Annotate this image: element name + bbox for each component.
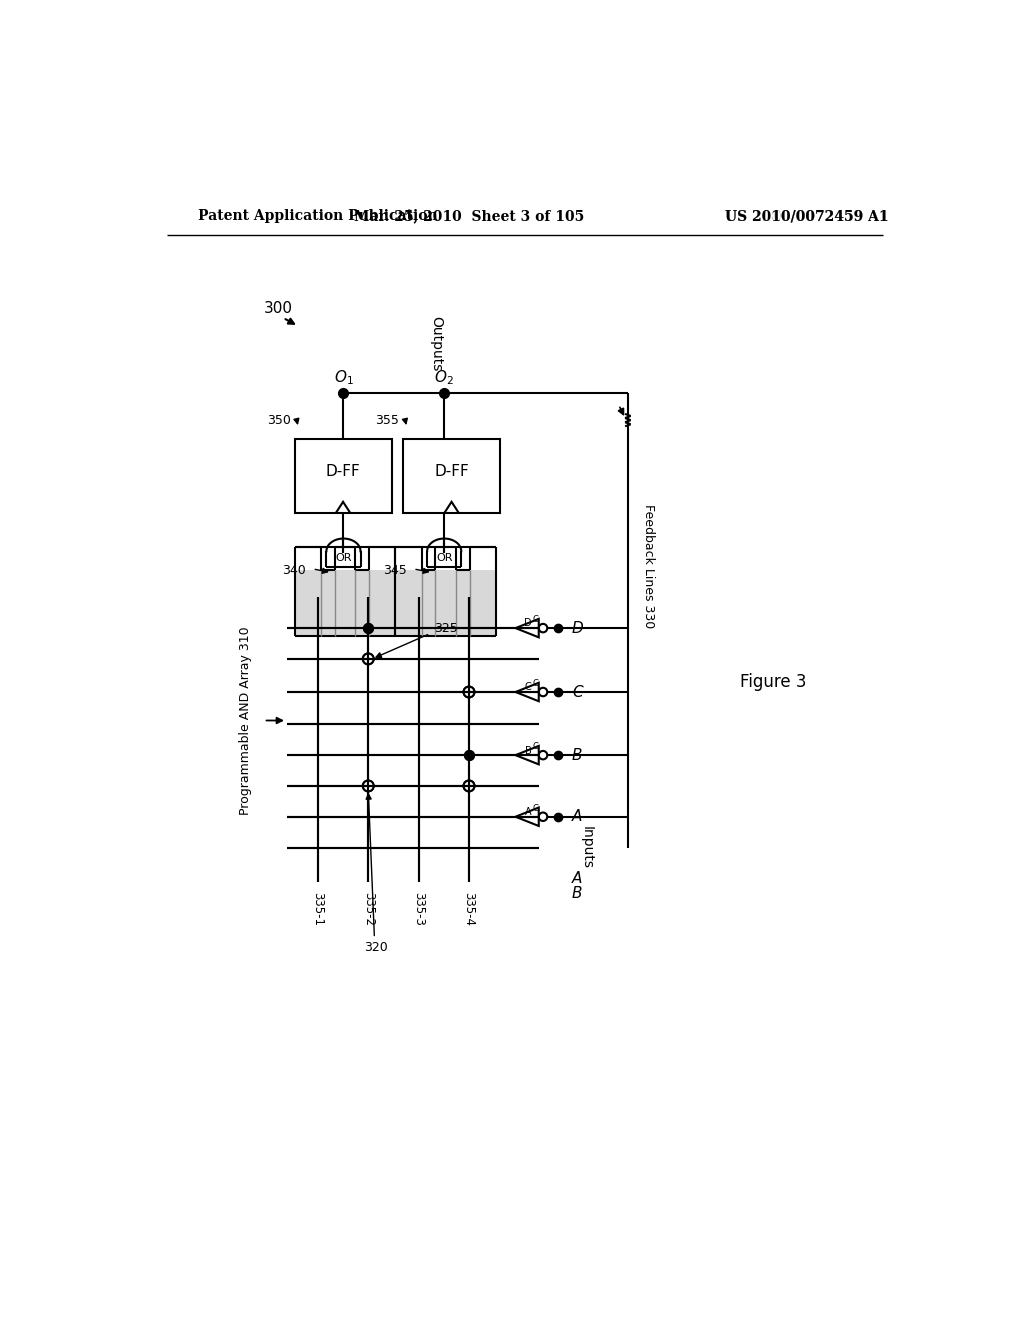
Text: C: C	[572, 685, 583, 700]
Bar	[322, 548, 335, 570]
Text: C: C	[532, 678, 539, 688]
Text: 325: 325	[434, 622, 458, 635]
Text: D-FF: D-FF	[326, 463, 360, 479]
Text: 335-1: 335-1	[311, 892, 325, 927]
Text: 350: 350	[267, 413, 291, 426]
Text: 335-4: 335-4	[463, 892, 475, 927]
Text: Outputs: Outputs	[429, 315, 443, 371]
Text: $O_2$: $O_2$	[434, 368, 454, 387]
Bar	[295, 440, 391, 512]
Polygon shape	[515, 682, 539, 701]
Text: Feedback Lines 330: Feedback Lines 330	[642, 504, 655, 628]
Text: D-FF: D-FF	[434, 463, 469, 479]
Text: US 2100/0072459 A1: US 2100/0072459 A1	[725, 209, 889, 223]
Text: A: A	[524, 807, 531, 817]
Text: Patent Application Publication: Patent Application Publication	[198, 209, 437, 223]
Text: OR: OR	[335, 553, 351, 562]
Text: D: D	[524, 619, 531, 628]
Bar	[395, 570, 496, 636]
Text: C: C	[532, 742, 539, 751]
Text: A: A	[572, 871, 583, 886]
Text: 300: 300	[263, 301, 293, 315]
Bar	[422, 548, 435, 570]
Text: D: D	[572, 620, 584, 636]
Polygon shape	[515, 619, 539, 638]
Polygon shape	[515, 746, 539, 764]
Text: 335-3: 335-3	[412, 892, 425, 927]
Bar	[327, 539, 360, 566]
Text: C: C	[524, 682, 531, 693]
Bar	[403, 440, 500, 512]
Text: US 2010/0072459 A1: US 2010/0072459 A1	[725, 209, 889, 223]
Text: Programmable AND Array 310: Programmable AND Array 310	[240, 626, 252, 814]
Text: 335-2: 335-2	[361, 892, 375, 927]
Text: B: B	[572, 886, 583, 902]
Text: C: C	[532, 804, 539, 813]
Text: US 2100/0072459 A1: US 2100/0072459 A1	[725, 209, 889, 223]
Circle shape	[464, 780, 474, 792]
Bar	[427, 539, 461, 566]
Text: Figure 3: Figure 3	[740, 673, 807, 690]
Bar	[355, 548, 369, 570]
Text: $O_1$: $O_1$	[334, 368, 353, 387]
Text: Mar. 25, 2010  Sheet 3 of 105: Mar. 25, 2010 Sheet 3 of 105	[354, 209, 584, 223]
Text: 340: 340	[283, 564, 306, 577]
Text: B: B	[524, 746, 531, 755]
Bar	[295, 570, 395, 636]
Text: C: C	[532, 615, 539, 624]
Polygon shape	[515, 808, 539, 826]
Text: 355: 355	[376, 413, 399, 426]
Text: Inputs: Inputs	[580, 826, 594, 869]
Circle shape	[362, 780, 374, 792]
Bar	[456, 548, 470, 570]
Circle shape	[362, 653, 374, 664]
Text: B: B	[572, 747, 583, 763]
Text: 345: 345	[383, 564, 407, 577]
Text: A: A	[572, 809, 583, 824]
Text: OR: OR	[436, 553, 453, 562]
Circle shape	[464, 686, 474, 697]
Text: 320: 320	[365, 941, 388, 954]
